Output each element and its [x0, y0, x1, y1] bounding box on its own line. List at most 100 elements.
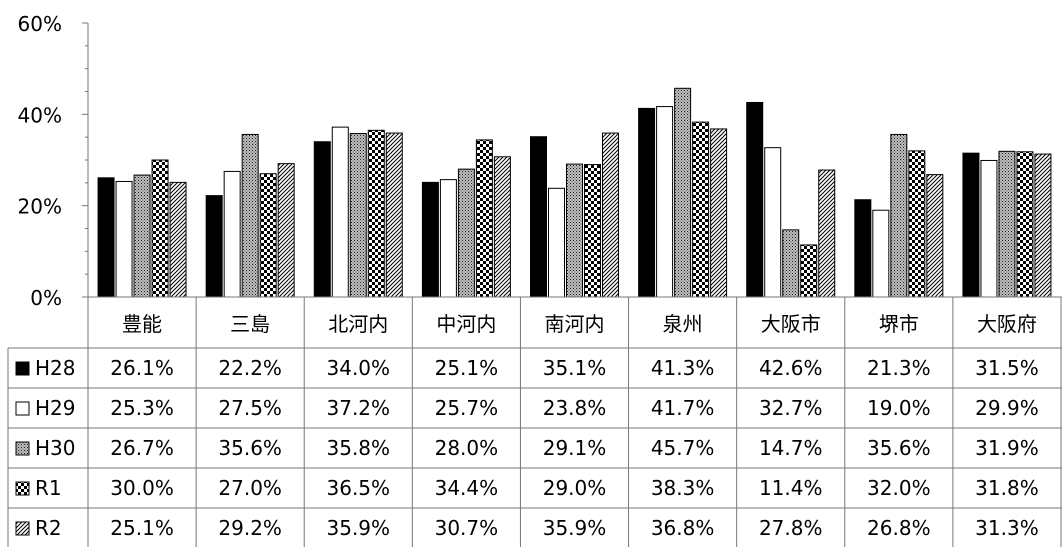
data-label: 29.9% — [975, 396, 1039, 420]
data-label: 25.3% — [110, 396, 174, 420]
data-label: 19.0% — [867, 396, 931, 420]
data-label: 22.2% — [218, 356, 282, 380]
data-label: 28.0% — [435, 436, 499, 460]
data-label: 31.5% — [975, 356, 1039, 380]
data-label: 30.7% — [435, 516, 499, 540]
bar-H30-6 — [782, 229, 800, 298]
bar-H29-1 — [223, 170, 241, 298]
data-label: 35.9% — [327, 516, 391, 540]
data-label: 31.8% — [975, 476, 1039, 500]
bar-H30-4 — [566, 163, 583, 298]
bar-R2-8 — [1034, 153, 1052, 298]
bar-H30-8 — [998, 150, 1016, 298]
bar-R1-7 — [908, 150, 926, 298]
data-label: 27.8% — [759, 516, 823, 540]
y-tick-label: 60% — [18, 12, 62, 36]
bar-R2-5 — [710, 128, 728, 298]
data-label: 29.1% — [543, 436, 607, 460]
bar-H28-2 — [313, 141, 331, 298]
category-label: 泉州 — [663, 312, 703, 336]
bar-H28-5 — [638, 107, 656, 298]
category-label: 中河内 — [436, 312, 496, 336]
bar-R2-3 — [493, 156, 511, 298]
bar-H28-4 — [530, 136, 547, 298]
data-label: 21.3% — [867, 356, 931, 380]
bar-R1-1 — [259, 173, 277, 298]
bar-R1-3 — [475, 139, 493, 298]
legend-label-H30: H30 — [35, 436, 76, 460]
category-label: 三島 — [230, 312, 270, 336]
data-label: 29.0% — [543, 476, 607, 500]
bar-H30-0 — [133, 174, 151, 298]
category-label: 堺市 — [879, 312, 919, 336]
category-label: 北河内 — [328, 312, 388, 336]
y-tick-label: 40% — [18, 103, 62, 127]
data-label: 25.7% — [435, 396, 499, 420]
bar-H29-7 — [872, 209, 890, 298]
data-label: 45.7% — [651, 436, 715, 460]
y-tick-label: 20% — [18, 195, 62, 219]
bar-H30-7 — [890, 133, 908, 298]
bar-H28-8 — [962, 152, 980, 298]
bar-H29-4 — [548, 187, 565, 298]
bar-H28-6 — [746, 101, 764, 298]
data-label: 27.0% — [218, 476, 282, 500]
data-label: 35.1% — [543, 356, 607, 380]
data-label: 29.2% — [218, 516, 282, 540]
legend-key-H29 — [15, 401, 30, 416]
category-label: 南河内 — [545, 312, 605, 336]
bar-R1-6 — [800, 244, 818, 298]
category-label: 大阪府 — [977, 312, 1037, 336]
bar-R1-0 — [151, 159, 169, 298]
bar-H28-7 — [854, 199, 872, 298]
legend-label-H29: H29 — [35, 396, 76, 420]
category-label: 豊能 — [122, 312, 162, 336]
data-label: 31.9% — [975, 436, 1039, 460]
data-label: 25.1% — [110, 516, 174, 540]
category-label: 大阪市 — [761, 312, 821, 336]
bar-R1-8 — [1016, 151, 1034, 298]
data-label: 35.6% — [218, 436, 282, 460]
legend-label-R1: R1 — [35, 476, 62, 500]
data-label: 32.7% — [759, 396, 823, 420]
data-label: 38.3% — [651, 476, 715, 500]
data-table: 豊能 三島 北河内 中河内 南河内 泉州 大阪市 堺市 大阪府 H28 26.1% 22.2% 34.0… — [7, 296, 1062, 547]
bar-H30-3 — [457, 168, 475, 298]
bar-R2-2 — [385, 132, 403, 298]
data-label: 34.4% — [435, 476, 499, 500]
bar-R1-5 — [692, 121, 710, 298]
data-label: 26.8% — [867, 516, 931, 540]
data-label: 23.8% — [543, 396, 607, 420]
legend-label-R2: R2 — [35, 516, 62, 540]
data-label: 41.7% — [651, 396, 715, 420]
legend-key-H30 — [15, 441, 30, 456]
bar-H29-0 — [115, 180, 133, 298]
data-label: 27.5% — [218, 396, 282, 420]
bar-H29-2 — [331, 126, 349, 298]
data-label: 34.0% — [327, 356, 391, 380]
bar-H29-8 — [980, 159, 998, 298]
data-label: 26.1% — [110, 356, 174, 380]
data-label: 36.8% — [651, 516, 715, 540]
bar-H30-1 — [241, 133, 259, 298]
legend-label-H28: H28 — [35, 356, 76, 380]
data-label: 37.2% — [327, 396, 391, 420]
bar-R2-7 — [926, 174, 944, 298]
bar-H30-2 — [349, 133, 367, 298]
data-label: 26.7% — [110, 436, 174, 460]
legend-key-R2 — [15, 521, 30, 536]
y-tick-label: 0% — [30, 286, 62, 310]
bars — [97, 87, 1052, 298]
bar-H29-5 — [656, 106, 674, 298]
data-label: 35.9% — [543, 516, 607, 540]
data-label: 35.8% — [327, 436, 391, 460]
data-label: 11.4% — [759, 476, 823, 500]
bar-R2-4 — [602, 132, 619, 298]
bar-R2-6 — [818, 169, 836, 298]
legend-key-H28 — [15, 361, 30, 376]
bar-R1-2 — [367, 129, 385, 298]
data-label: 25.1% — [435, 356, 499, 380]
data-label: 31.3% — [975, 516, 1039, 540]
data-label: 30.0% — [110, 476, 174, 500]
